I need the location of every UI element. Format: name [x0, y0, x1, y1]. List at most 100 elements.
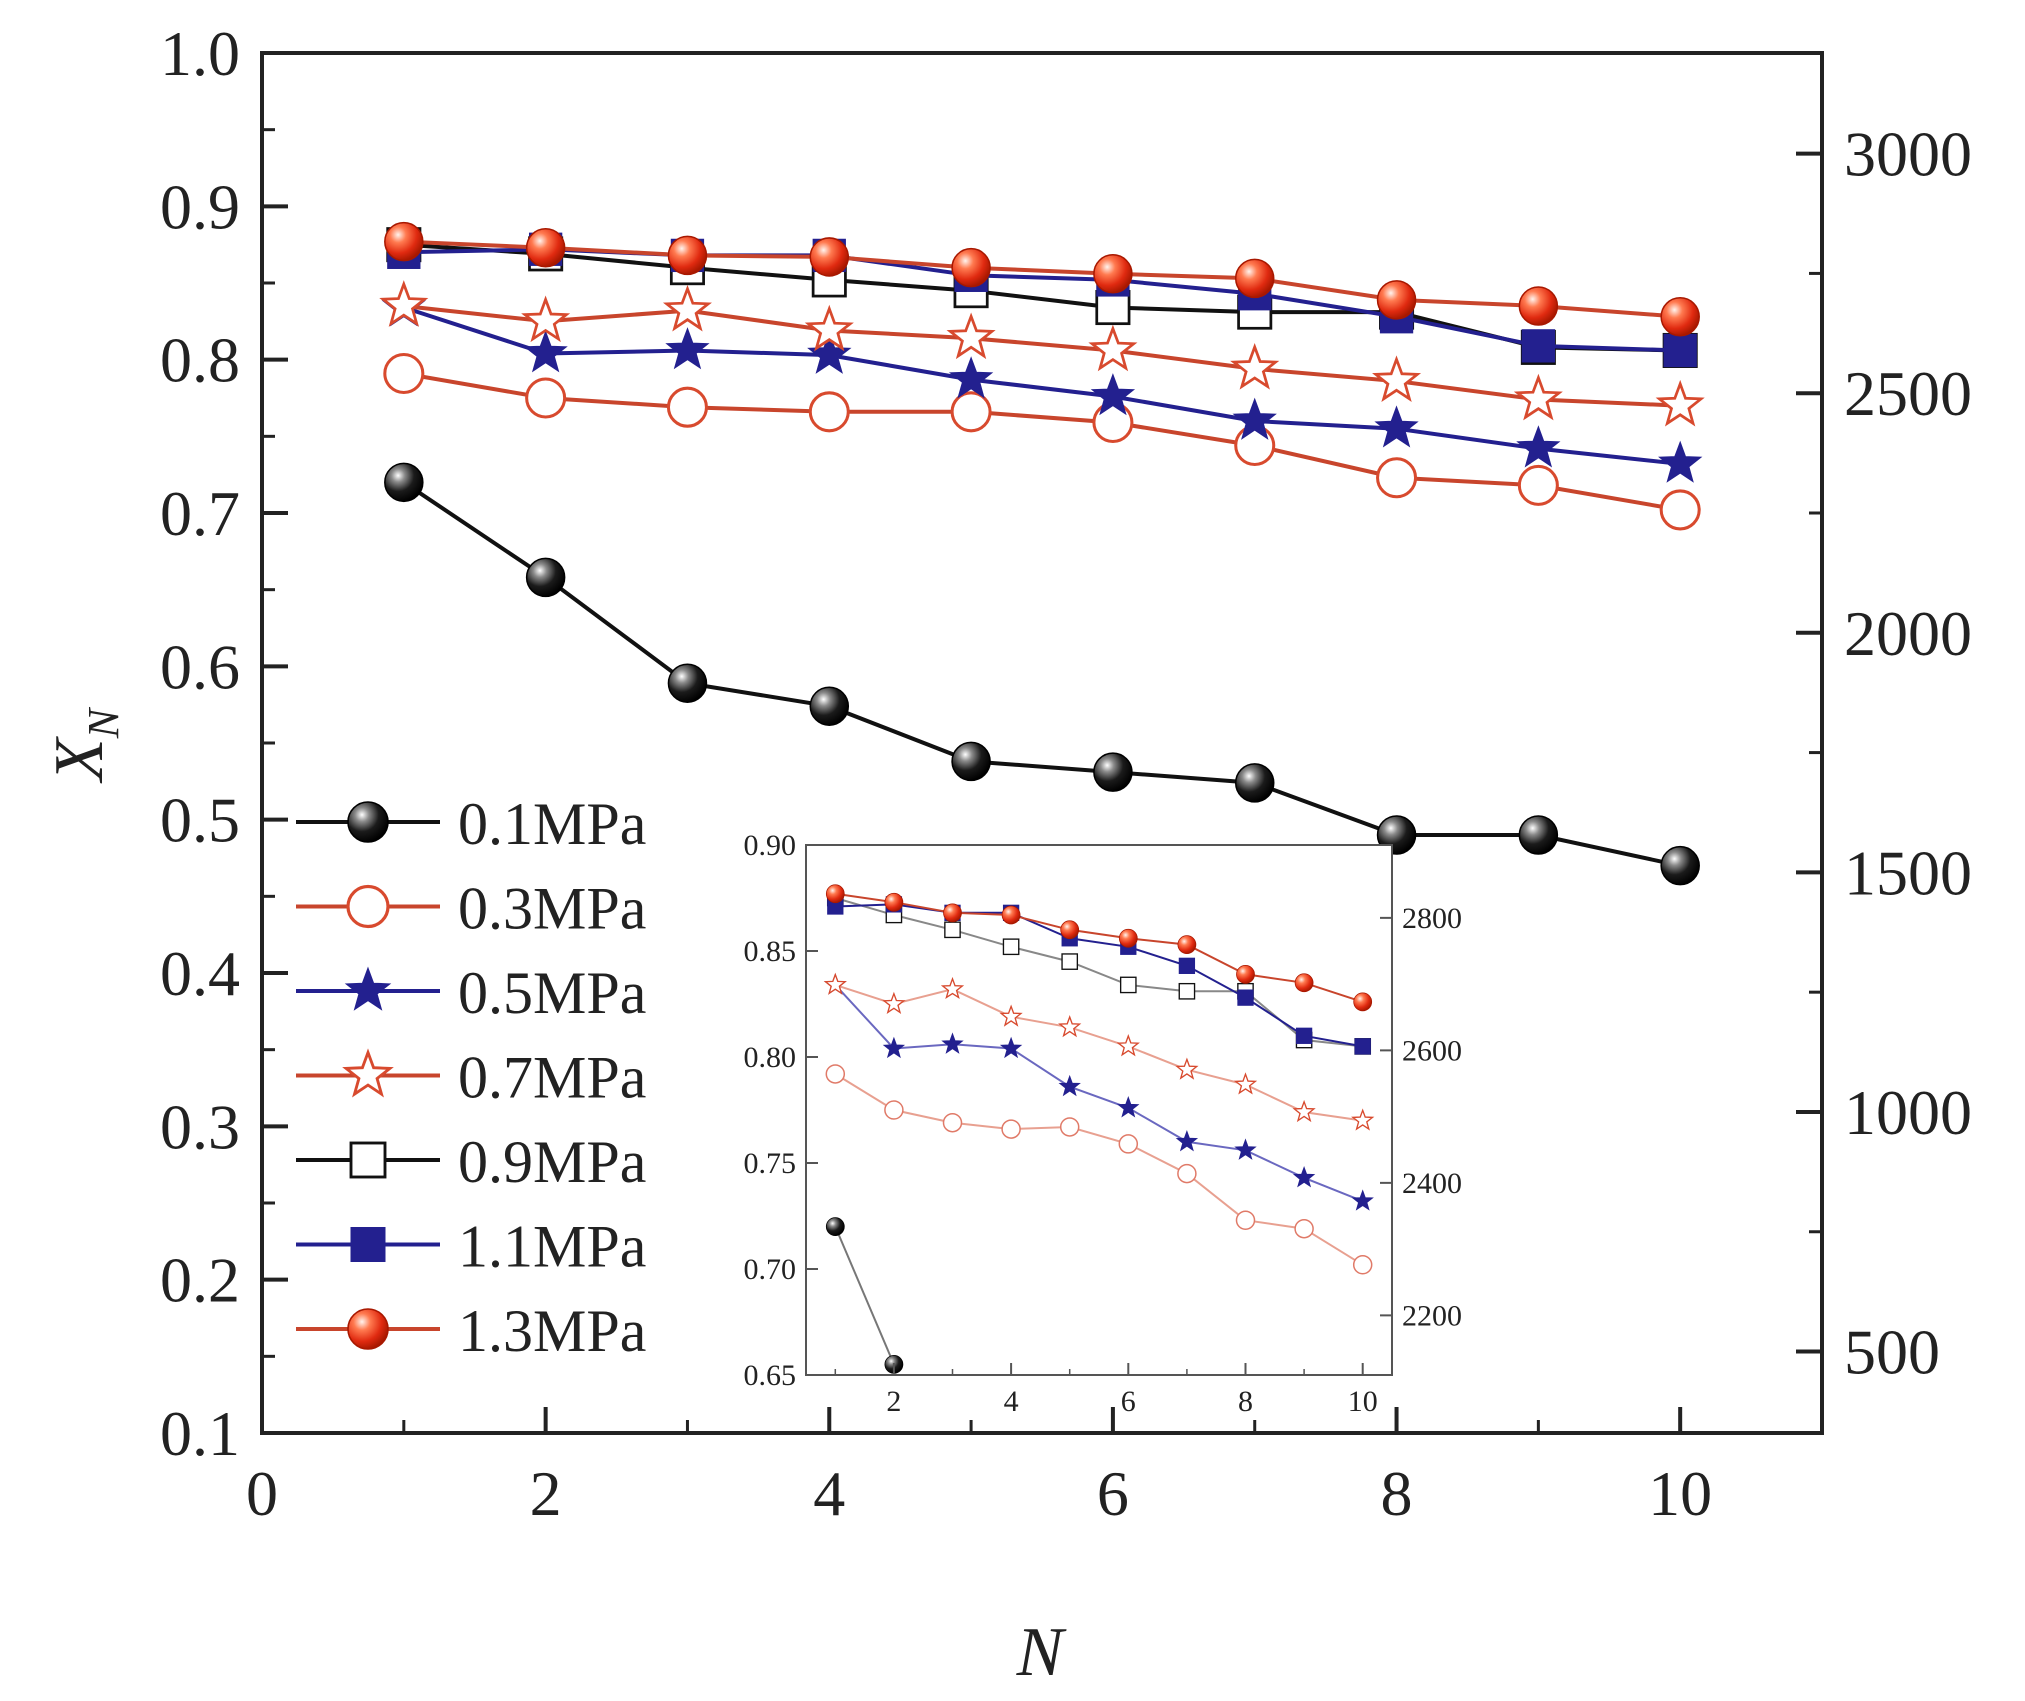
main-plot: 0 2 4 6 8 10 0.1 0.2 0.3 0.4 0.5 0.6 0.7 0.8 0.9 1.0 5… — [41, 18, 1972, 1691]
inset-y-tick-label: 0.65 — [744, 1359, 797, 1392]
series-line — [403, 304, 1681, 408]
legend-label: 0.1MPa — [458, 791, 646, 857]
inset-data-point — [1234, 1138, 1257, 1160]
inset-data-point — [882, 991, 906, 1014]
inset-series-line — [835, 892, 1364, 1003]
legend-item-0-5mpa: 0.5MPa — [296, 960, 646, 1026]
data-point — [950, 391, 992, 433]
data-point — [1093, 254, 1133, 294]
data-point — [1092, 402, 1134, 444]
data-point — [525, 227, 566, 268]
inset-data-point — [1001, 905, 1021, 925]
data-point — [1093, 752, 1133, 792]
inset-plot: 2 4 6 8 10 0.65 0.70 0.75 0.80 0.85 0.90 2200 2400… — [744, 829, 1463, 1418]
inset-y-tick-label: 0.70 — [744, 1253, 797, 1286]
inset-data-point — [1351, 1108, 1375, 1131]
inset-x-tick-label: 10 — [1348, 1385, 1378, 1418]
main-right-axis: 500 1000 1500 2000 2500 3000 — [1796, 119, 1972, 1388]
legend-label: 0.5MPa — [458, 960, 646, 1026]
inset-series-line — [835, 903, 1363, 1048]
legend-item-1-3mpa: 1.3MPa — [296, 1298, 646, 1364]
inset-data-point — [1354, 1038, 1371, 1055]
inset-data-point — [1175, 1130, 1199, 1152]
series-0-3mpa — [383, 352, 1701, 531]
data-point — [665, 327, 710, 370]
legend-marker — [347, 801, 389, 843]
inset-series-layer — [823, 884, 1375, 1374]
inset-data-point — [1292, 1099, 1316, 1123]
inset-data-point — [941, 1032, 964, 1054]
data-point — [383, 352, 425, 394]
data-point — [1372, 355, 1422, 402]
data-point — [525, 557, 566, 598]
inset-data-point — [1061, 953, 1079, 970]
data-point — [1659, 489, 1701, 531]
inset-data-point — [940, 976, 965, 1000]
data-point — [667, 663, 708, 703]
data-point — [525, 377, 567, 419]
data-point — [1234, 258, 1275, 299]
inset-series-line — [834, 1073, 1364, 1266]
inset-right-axis: 2200 2400 2600 2800 — [1380, 902, 1462, 1332]
data-point — [1095, 290, 1131, 326]
data-point — [1232, 397, 1277, 440]
y-tick-label: 0.2 — [160, 1245, 240, 1316]
data-point — [807, 331, 852, 374]
data-point — [1234, 763, 1275, 803]
x-axis-title: N — [1016, 1614, 1067, 1691]
data-point — [1518, 815, 1559, 855]
inset-data-point — [1117, 1096, 1140, 1118]
legend-label: 0.7MPa — [458, 1045, 646, 1111]
inset-x-tick-label: 6 — [1121, 1385, 1136, 1418]
data-point — [523, 330, 568, 373]
inset-data-point — [942, 1112, 963, 1133]
series-0-7mpa — [379, 280, 1705, 427]
inset-right-tick-label: 2200 — [1402, 1299, 1462, 1332]
legend-item-0-7mpa: 0.7MPa — [296, 1045, 646, 1111]
legend-item-0-1mpa: 0.1MPa — [296, 791, 646, 857]
data-point — [951, 247, 991, 288]
y-tick-label: 0.7 — [160, 478, 240, 549]
right-tick-label: 500 — [1844, 1317, 1940, 1388]
data-point — [379, 280, 429, 327]
inset-data-point — [1295, 1027, 1313, 1044]
inset-data-point — [943, 903, 962, 923]
inset-data-point — [1177, 1163, 1197, 1184]
x-tick-label: 2 — [530, 1458, 562, 1529]
data-point — [1521, 329, 1556, 363]
inset-data-point — [1058, 1074, 1081, 1097]
data-point — [1090, 373, 1136, 416]
inset-data-point — [1119, 976, 1137, 994]
data-point — [1660, 296, 1700, 337]
series-line — [403, 371, 1681, 512]
inset-data-point — [1294, 973, 1314, 993]
series-1-3mpa — [384, 221, 1700, 337]
inset-series-1-3mpa — [825, 884, 1373, 1012]
y-tick-label: 0.9 — [160, 171, 240, 242]
inset-y-tick-label: 0.80 — [744, 1041, 797, 1074]
series-line — [402, 480, 1681, 868]
inset-data-point — [1353, 992, 1373, 1012]
legend-item-0-3mpa: 0.3MPa — [296, 876, 646, 942]
inset-x-tick-label: 2 — [886, 1385, 901, 1418]
legend-label: 1.1MPa — [458, 1214, 646, 1280]
inset-x-tick-label: 8 — [1238, 1385, 1253, 1418]
y-axis-title: XN — [41, 706, 128, 784]
data-point — [384, 462, 424, 503]
inset-data-point — [884, 1100, 904, 1120]
inset-y-tick-label: 0.90 — [744, 829, 797, 862]
y-tick-label: 0.3 — [160, 1091, 240, 1162]
data-point — [1663, 333, 1697, 368]
data-point — [946, 312, 996, 360]
data-point — [1517, 464, 1559, 506]
legend-marker — [344, 966, 392, 1011]
inset-data-point — [1178, 982, 1196, 1000]
right-tick-label: 3000 — [1844, 119, 1972, 190]
inset-series-line — [834, 984, 1364, 1203]
inset-data-point — [1237, 989, 1254, 1006]
legend-item-1-1mpa: 1.1MPa — [296, 1214, 646, 1280]
right-tick-label: 1500 — [1844, 837, 1972, 908]
data-point — [662, 284, 712, 332]
inset-right-tick-label: 2600 — [1402, 1034, 1462, 1067]
